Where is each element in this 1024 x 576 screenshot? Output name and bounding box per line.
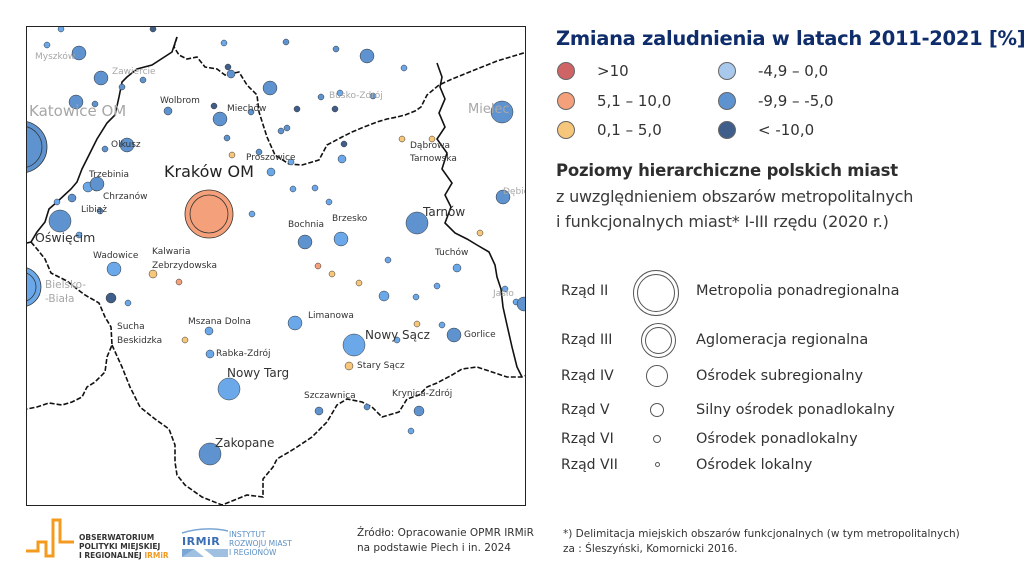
hierarchy-subtitle-1: z uwzględnieniem obszarów metropolitalny… xyxy=(556,187,914,206)
rank-circle-2-icon xyxy=(633,270,679,316)
legend-class-lt-m10: < -10,0 xyxy=(718,121,814,139)
voivodeship-boundary-south xyxy=(111,344,525,505)
map-panel: Myszków Zawiercie Katowice OM Busko-Zdró… xyxy=(26,26,526,506)
city-label-proszowice: Proszowice xyxy=(246,153,296,163)
legend-dot-icon xyxy=(557,62,575,80)
voivodeship-boundary-west xyxy=(27,36,178,244)
voivodeship-boundary-southwest xyxy=(27,241,113,410)
city-label-libiaz: Libiąż xyxy=(81,205,107,215)
voivodeship-boundary-east xyxy=(436,62,523,378)
city-label-nowy-sacz: Nowy Sącz xyxy=(365,328,430,342)
rank-desc-5: Silny ośrodek ponadlokalny xyxy=(696,402,895,418)
irmir-logo-text: INSTYTUT ROZWOJU MIAST I REGIONÓW xyxy=(229,530,292,557)
rank-desc-6: Ośrodek ponadlokalny xyxy=(696,431,858,447)
rank-label-5: Rząd V xyxy=(561,402,610,418)
opmr-logo xyxy=(26,518,76,558)
legend-class-5-10: 5,1 – 10,0 xyxy=(557,92,671,110)
region-label-debica: Dębica xyxy=(503,187,525,197)
city-label-oswiecim: Oświęcim xyxy=(35,230,96,245)
region-label-katowice: Katowice OM xyxy=(29,102,127,120)
city-label-nowy-targ: Nowy Targ xyxy=(227,366,290,380)
region-label-jaslo: Jasło xyxy=(493,289,514,299)
city-label-szczawnica: Szczawnica xyxy=(304,391,356,401)
opmr-logo-text: OBSERWATORIUM POLITYKI MIEJSKIEJ I REGIO… xyxy=(79,533,169,560)
city-label-zakopane: Zakopane xyxy=(215,436,275,450)
rank-circle-6-icon xyxy=(653,435,661,443)
map-canvas xyxy=(27,27,525,505)
rank-circle-5-icon xyxy=(650,403,664,417)
rank-label-6: Rząd VI xyxy=(561,431,614,447)
city-label-sucha-2: Beskidzka xyxy=(117,336,163,346)
city-label-stary-sacz: Stary Sącz xyxy=(357,361,405,371)
region-label-krakow: Kraków OM xyxy=(164,162,254,181)
city-label-kalwaria-1: Kalwaria xyxy=(152,247,191,257)
city-label-krynica: Krynica-Zdrój xyxy=(392,389,453,399)
city-label-trzebinia: Trzebinia xyxy=(89,170,130,180)
city-label-gorlice: Gorlice xyxy=(464,330,496,340)
region-label-bielsko-1: Bielsko- xyxy=(45,279,87,291)
city-label-dabrowa-1: Dąbrowa xyxy=(410,141,451,151)
legend-class-m10-m5: -9,9 – -5,0 xyxy=(718,92,834,110)
legend-class-0-5: 0,1 – 5,0 xyxy=(557,121,662,139)
city-label-mszana: Mszana Dolna xyxy=(188,317,251,327)
city-label-rabka: Rabka-Zdrój xyxy=(216,349,271,359)
city-label-sucha-1: Sucha xyxy=(117,322,145,332)
city-label-olkusz: Olkusz xyxy=(111,140,141,150)
city-label-miechow: Miechów xyxy=(227,104,267,114)
rank-label-7: Rząd VII xyxy=(561,457,618,473)
region-label-busko: Busko-Zdrój xyxy=(329,91,383,101)
opmr-logo-icon xyxy=(26,518,74,558)
rank-desc-7: Ośrodek lokalny xyxy=(696,457,813,473)
footnote: *) Delimitacja miejskich obszarów funkcj… xyxy=(563,528,960,556)
city-label-dabrowa-2: Tarnowska xyxy=(410,154,457,164)
hierarchy-title: Poziomy hierarchiczne polskich miast xyxy=(556,161,898,180)
rank-circle-7-icon xyxy=(655,462,660,467)
irmir-logo: IRMiR xyxy=(180,527,230,559)
city-label-bochnia: Bochnia xyxy=(288,220,325,230)
region-label-myszkow: Myszków xyxy=(35,52,76,62)
rank-desc-4: Ośrodek subregionalny xyxy=(696,368,864,384)
city-label-kalwaria-2: Zebrzydowska xyxy=(152,261,218,271)
legend-class-gt10: >10 xyxy=(557,62,629,80)
rank-desc-2: Metropolia ponadregionalna xyxy=(696,283,900,299)
region-label-bielsko-2: -Biała xyxy=(45,293,75,305)
rank-label-4: Rząd IV xyxy=(561,368,614,384)
rank-circle-4-icon xyxy=(646,365,668,387)
voivodeship-boundary xyxy=(173,36,525,166)
city-label-chrzanow: Chrzanów xyxy=(103,192,148,202)
legend-dot-icon xyxy=(718,62,736,80)
legend-dot-icon xyxy=(557,121,575,139)
city-label-brzesko: Brzesko xyxy=(332,214,368,224)
legend-dot-icon xyxy=(557,92,575,110)
region-label-mielec: Mielec xyxy=(468,102,510,117)
hierarchy-subtitle-2: i funkcjonalnych miast* I-III rzędu (202… xyxy=(556,212,889,231)
rank-desc-3: Aglomeracja regionalna xyxy=(696,332,869,348)
legend-dot-icon xyxy=(718,92,736,110)
legend-title: Zmiana zaludnienia w latach 2011-2021 [%… xyxy=(556,27,1024,50)
city-label-tuchow: Tuchów xyxy=(435,248,469,258)
legend-class-m5-0: -4,9 – 0,0 xyxy=(718,62,828,80)
legend-dot-icon xyxy=(718,121,736,139)
city-label-wolbrom: Wolbrom xyxy=(160,96,200,106)
source-note: Źródło: Opracowanie OPMR IRMiR na podsta… xyxy=(357,527,534,555)
irmir-logo-icon xyxy=(181,528,229,557)
rank-label-3: Rząd III xyxy=(561,332,613,348)
rank-label-2: Rząd II xyxy=(561,283,609,299)
city-label-wadowice: Wadowice xyxy=(93,251,139,261)
region-label-zawiercie: Zawiercie xyxy=(112,67,156,77)
city-label-limanowa: Limanowa xyxy=(308,311,354,321)
city-label-tarnow: Tarnów xyxy=(423,205,466,219)
rank-circle-3-icon xyxy=(641,323,676,358)
